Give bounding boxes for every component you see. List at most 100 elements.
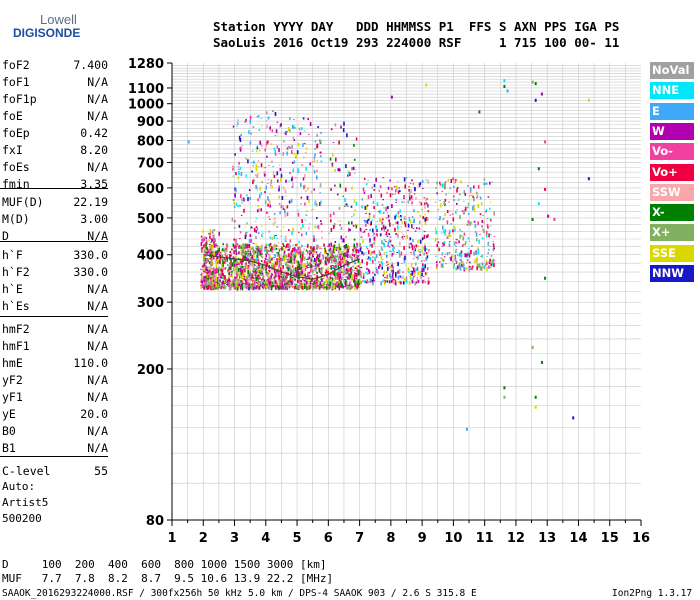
echo-point <box>367 268 370 272</box>
echo-point <box>251 262 253 267</box>
echo-point <box>327 267 329 269</box>
echo-point <box>299 253 302 258</box>
echo-point <box>355 278 357 279</box>
echo-point <box>487 196 490 198</box>
echo-point <box>210 283 213 286</box>
echo-point <box>426 217 429 221</box>
echo-point <box>330 128 333 131</box>
echo-point <box>410 195 413 200</box>
x-tick-label: 14 <box>569 531 587 546</box>
echo-point <box>258 270 261 275</box>
echo-point <box>369 278 372 280</box>
echo-point <box>282 285 284 290</box>
echo-point <box>392 266 394 269</box>
echo-point <box>330 265 332 268</box>
echo-point <box>328 285 330 290</box>
echo-point <box>306 283 309 287</box>
echo-point <box>468 253 471 258</box>
y-tick-label: 1000 <box>128 98 164 113</box>
echo-point <box>382 199 384 201</box>
echo-point <box>351 259 354 261</box>
echo-point <box>387 229 389 232</box>
echo-point <box>257 248 260 250</box>
echo-point <box>332 153 334 157</box>
param-value: N/A <box>87 299 108 313</box>
echo-point <box>239 257 242 259</box>
echo-point <box>264 257 267 260</box>
echo-point <box>307 275 310 278</box>
echo-point <box>299 281 301 285</box>
echo-point <box>316 144 318 149</box>
echo-point <box>313 281 316 284</box>
echo-point <box>298 272 300 276</box>
y-tick-label: 700 <box>137 156 164 171</box>
echo-point <box>449 234 451 237</box>
echo-point <box>308 199 310 204</box>
echo-point <box>277 134 279 136</box>
echo-point <box>292 244 294 246</box>
echo-point <box>238 263 240 266</box>
echo-point <box>394 215 396 220</box>
echo-point <box>390 275 392 279</box>
echo-point <box>259 186 262 191</box>
echo-point <box>413 254 416 257</box>
echo-point <box>390 251 392 253</box>
echo-point <box>231 217 234 222</box>
echo-point <box>209 281 211 283</box>
echo-point <box>320 160 323 163</box>
echo-point <box>270 247 272 249</box>
echo-point <box>248 282 250 284</box>
echo-point <box>401 263 403 265</box>
echo-point <box>381 204 384 206</box>
echo-point <box>271 260 274 262</box>
echo-point <box>250 226 253 229</box>
echo-point <box>264 148 267 152</box>
echo-point <box>257 252 260 256</box>
echo-point <box>473 197 475 202</box>
echo-point <box>320 200 322 204</box>
echo-point <box>272 264 275 267</box>
echo-point <box>275 284 277 286</box>
echo-point <box>369 278 372 282</box>
echo-point <box>483 221 485 224</box>
echo-point <box>338 276 340 278</box>
echo-point <box>221 275 223 277</box>
echo-point <box>478 263 480 268</box>
echo-point <box>285 240 287 242</box>
echo-point <box>280 178 282 182</box>
echo-point <box>223 261 226 264</box>
echo-point <box>268 269 271 271</box>
param-separator <box>0 316 108 317</box>
echo-point <box>233 251 235 254</box>
echo-point <box>320 140 322 143</box>
echo-point <box>290 280 293 285</box>
echo-point <box>289 258 292 263</box>
echo-point <box>247 264 250 267</box>
echo-point <box>283 276 286 279</box>
echo-point <box>354 272 357 275</box>
echo-point <box>403 246 405 250</box>
echo-point <box>413 245 416 249</box>
echo-point <box>343 280 345 283</box>
echo-point <box>256 259 259 261</box>
echo-point <box>313 261 316 264</box>
echo-point <box>304 219 307 221</box>
echo-point <box>258 129 261 131</box>
echo-point <box>391 253 394 256</box>
echo-point <box>301 219 303 223</box>
echo-point <box>422 216 425 220</box>
echo-point <box>445 193 447 196</box>
echo-point <box>235 202 238 206</box>
echo-point <box>291 269 294 273</box>
echo-point <box>481 220 484 223</box>
echo-point <box>255 279 258 284</box>
echo-point <box>250 239 253 243</box>
echo-point <box>300 263 303 267</box>
echo-point <box>283 278 286 283</box>
echo-point <box>284 284 287 287</box>
echo-point <box>465 267 468 270</box>
echo-point <box>212 272 215 274</box>
echo-point <box>411 248 414 251</box>
echo-point <box>324 247 326 250</box>
x-tick-label: 4 <box>261 531 270 546</box>
